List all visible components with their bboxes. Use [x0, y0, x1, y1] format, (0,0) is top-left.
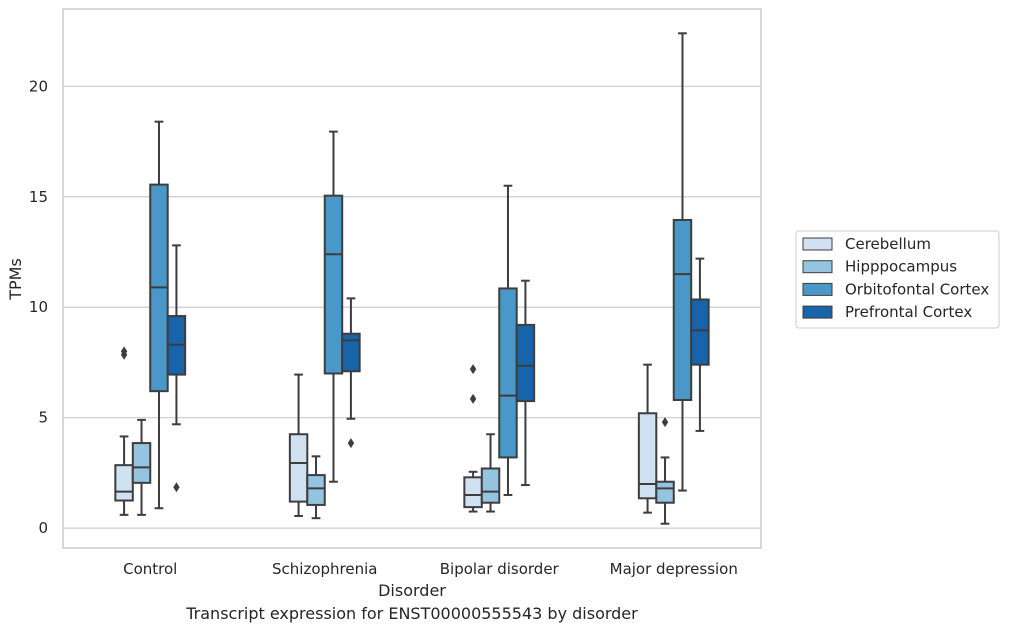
- box-iqr: [323, 194, 344, 375]
- plot-frame: [62, 8, 762, 549]
- box-iqr: [480, 467, 501, 504]
- legend: Cerebellum Hipppocampus Orbitofontal Corte…: [795, 230, 1000, 329]
- box-4-series-2: [655, 417, 675, 525]
- y-tick-labels: 0 5 10 15 20: [29, 77, 48, 537]
- y-tick-label: 20: [29, 77, 48, 95]
- box-iqr: [463, 476, 483, 509]
- boxes: [114, 32, 710, 525]
- legend-swatch: [802, 282, 833, 296]
- outlier-point: [347, 438, 355, 449]
- outlier-point: [469, 393, 477, 404]
- outlier-point: [120, 346, 128, 357]
- box-iqr: [288, 433, 309, 503]
- y-tick-label: 15: [29, 188, 48, 206]
- box-2-series-1: [288, 373, 309, 517]
- legend-swatch: [802, 305, 833, 319]
- legend-label: Hipppocampus: [845, 258, 957, 276]
- box-3-series-4: [515, 279, 536, 487]
- legend-label: Orbitofontal Cortex: [845, 280, 989, 298]
- outlier-point: [469, 364, 477, 375]
- x-tick-labels: Control Schizophrenia Bipolar disorder Majo…: [123, 560, 738, 578]
- x-tick-label: Schizophrenia: [272, 560, 377, 578]
- box-1-series-1: [114, 346, 134, 516]
- box-4-series-4: [690, 257, 710, 432]
- box-2-series-2: [306, 455, 326, 520]
- outlier-point: [661, 417, 669, 428]
- box-iqr: [306, 474, 326, 506]
- legend-label: Prefrontal Cortex: [845, 303, 972, 321]
- x-tick-label: Major depression: [610, 560, 738, 578]
- legend-frame: [795, 230, 1000, 329]
- y-axis-title: TPMs: [6, 258, 25, 301]
- box-iqr: [637, 412, 658, 500]
- y-tick-label: 0: [38, 519, 48, 537]
- y-tick-label: 5: [38, 409, 48, 427]
- box-iqr: [515, 323, 536, 403]
- legend-swatch: [802, 260, 833, 274]
- box-4-series-3: [672, 32, 693, 492]
- legend-swatch: [802, 237, 833, 251]
- box-1-series-4: [166, 244, 187, 493]
- box-iqr: [341, 332, 361, 373]
- x-tick-label: Bipolar disorder: [440, 560, 560, 578]
- figure-caption: Transcript expression for ENST0000055554…: [186, 604, 638, 623]
- outlier-point: [173, 482, 180, 493]
- box-1-series-3: [149, 120, 169, 510]
- box-iqr: [690, 298, 710, 366]
- box-3-series-1: [463, 364, 483, 513]
- box-3-series-2: [480, 433, 501, 513]
- box-4-series-1: [637, 363, 658, 514]
- box-iqr: [131, 442, 152, 484]
- box-2-series-4: [341, 297, 361, 449]
- box-2-series-3: [323, 130, 344, 483]
- y-tick-label: 10: [29, 298, 48, 316]
- x-axis-title: Disorder: [378, 581, 446, 600]
- box-iqr: [114, 464, 134, 502]
- box-3-series-3: [498, 184, 518, 496]
- box-iqr: [655, 480, 675, 504]
- box-1-series-2: [131, 418, 152, 516]
- x-tick-label: Control: [123, 560, 177, 578]
- box-iqr: [672, 218, 693, 401]
- box-iqr: [498, 287, 518, 459]
- legend-label: Cerebellum: [845, 235, 931, 253]
